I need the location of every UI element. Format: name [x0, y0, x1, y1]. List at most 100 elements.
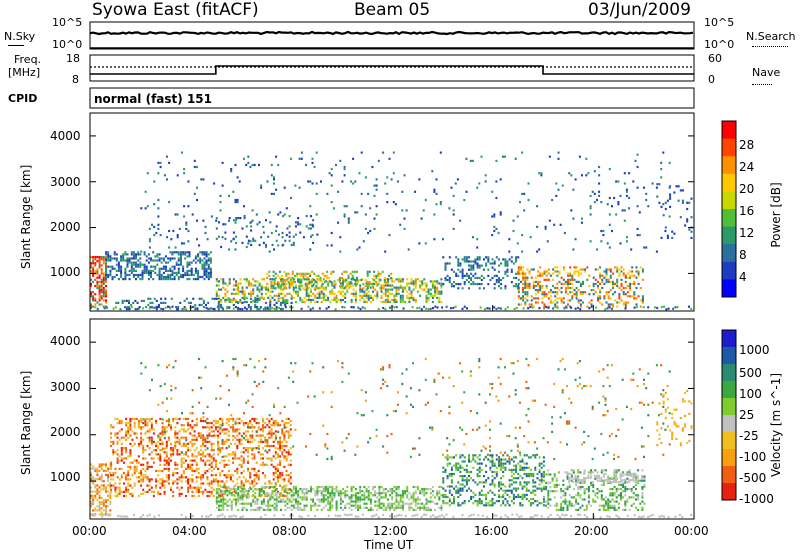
echo-cell: [605, 301, 608, 304]
echo-cell: [147, 269, 150, 272]
echo-cell: [217, 442, 220, 445]
echo-cell: [277, 492, 280, 495]
echo-cell: [127, 488, 130, 491]
echo-cell: [425, 500, 428, 503]
echo-cell: [280, 280, 282, 283]
echo-cell: [205, 251, 208, 254]
echo-cell: [288, 498, 291, 501]
echo-cell: [421, 488, 424, 491]
echo-cell: [290, 196, 293, 200]
echo-cell: [125, 476, 128, 479]
echo-cell: [252, 300, 255, 304]
echo-cell: [349, 285, 352, 288]
echo-cell: [281, 474, 284, 477]
echo-cell: [522, 291, 525, 294]
echo-cell: [512, 472, 515, 476]
echo-cell: [268, 270, 271, 273]
echo-cell: [105, 490, 107, 493]
echo-cell: [302, 236, 305, 239]
echo-cell: [204, 469, 207, 473]
echo-cell: [359, 288, 362, 291]
echo-cell: [217, 490, 220, 493]
echo-cell: [397, 502, 400, 505]
echo-cell: [537, 280, 540, 283]
echo-cell: [277, 297, 280, 300]
echo-cell: [476, 262, 479, 265]
echo-cell: [491, 262, 494, 265]
echo-cell: [502, 475, 505, 478]
echo-cell: [500, 262, 503, 265]
echo-cell: [375, 274, 378, 277]
echo-cell: [109, 482, 112, 485]
echo-cell: [158, 253, 161, 256]
echo-cell: [172, 229, 175, 233]
echo-cell: [249, 419, 252, 423]
echo-cell: [92, 270, 95, 273]
echo-cell: [327, 500, 330, 503]
echo-cell: [419, 508, 422, 511]
echo-cell: [218, 298, 220, 302]
echo-cell: [548, 219, 551, 222]
echo-cell: [241, 286, 244, 289]
echo-cell: [212, 488, 215, 491]
echo-cell: [190, 267, 193, 270]
echo-cell: [297, 221, 300, 224]
echo-cell: [239, 502, 242, 505]
echo-cell: [112, 451, 115, 454]
echo-cell: [510, 483, 513, 486]
echo-cell: [277, 467, 279, 470]
echo-cell: [410, 294, 413, 297]
echo-cell: [512, 460, 515, 463]
echo-cell: [124, 271, 127, 274]
echo-cell: [476, 256, 479, 259]
echo-cell: [153, 203, 156, 206]
echo-cell: [476, 246, 479, 249]
echo-cell: [543, 278, 546, 281]
echo-cell: [256, 223, 259, 226]
echo-cell: [508, 258, 511, 261]
echo-cell: [504, 497, 507, 501]
echo-cell: [327, 490, 330, 493]
echo-cell: [579, 272, 582, 275]
echo-cell: [292, 288, 295, 291]
echo-cell: [286, 496, 289, 499]
echo-cell: [345, 278, 348, 282]
echo-cell: [476, 264, 479, 267]
echo-cell: [554, 299, 557, 302]
echo-cell: [380, 294, 383, 297]
echo-cell: [264, 436, 267, 439]
echo-cell: [450, 307, 453, 310]
echo-cell: [524, 276, 527, 279]
echo-cell: [256, 280, 259, 283]
echo-cell: [276, 285, 279, 288]
echo-cell: [307, 292, 310, 295]
echo-cell: [549, 301, 552, 304]
echo-cell: [624, 286, 627, 290]
echo-cell: [491, 504, 494, 507]
echo-cell: [408, 498, 411, 501]
echo-cell: [389, 278, 392, 281]
echo-cell: [395, 506, 398, 509]
echo-cell: [520, 303, 522, 306]
echo-cell: [286, 227, 289, 230]
echo-cell: [361, 306, 364, 309]
echo-cell: [197, 432, 200, 435]
echo-cell: [100, 513, 103, 516]
echo-cell: [206, 426, 209, 429]
echo-cell: [448, 497, 451, 501]
echo-cell: [135, 253, 137, 256]
echo-cell: [401, 288, 404, 291]
echo-cell: [483, 458, 485, 461]
echo-cell: [207, 253, 210, 256]
echo-cell: [382, 492, 385, 495]
echo-cell: [189, 484, 192, 487]
echo-cell: [468, 268, 470, 271]
echo-cell: [290, 496, 293, 499]
echo-cell: [279, 459, 282, 462]
echo-cell: [524, 301, 527, 304]
echo-cell: [285, 274, 288, 277]
echo-cell: [425, 286, 428, 289]
echo-cell: [129, 434, 132, 437]
echo-cell: [575, 266, 578, 269]
echo-cell: [310, 290, 312, 293]
